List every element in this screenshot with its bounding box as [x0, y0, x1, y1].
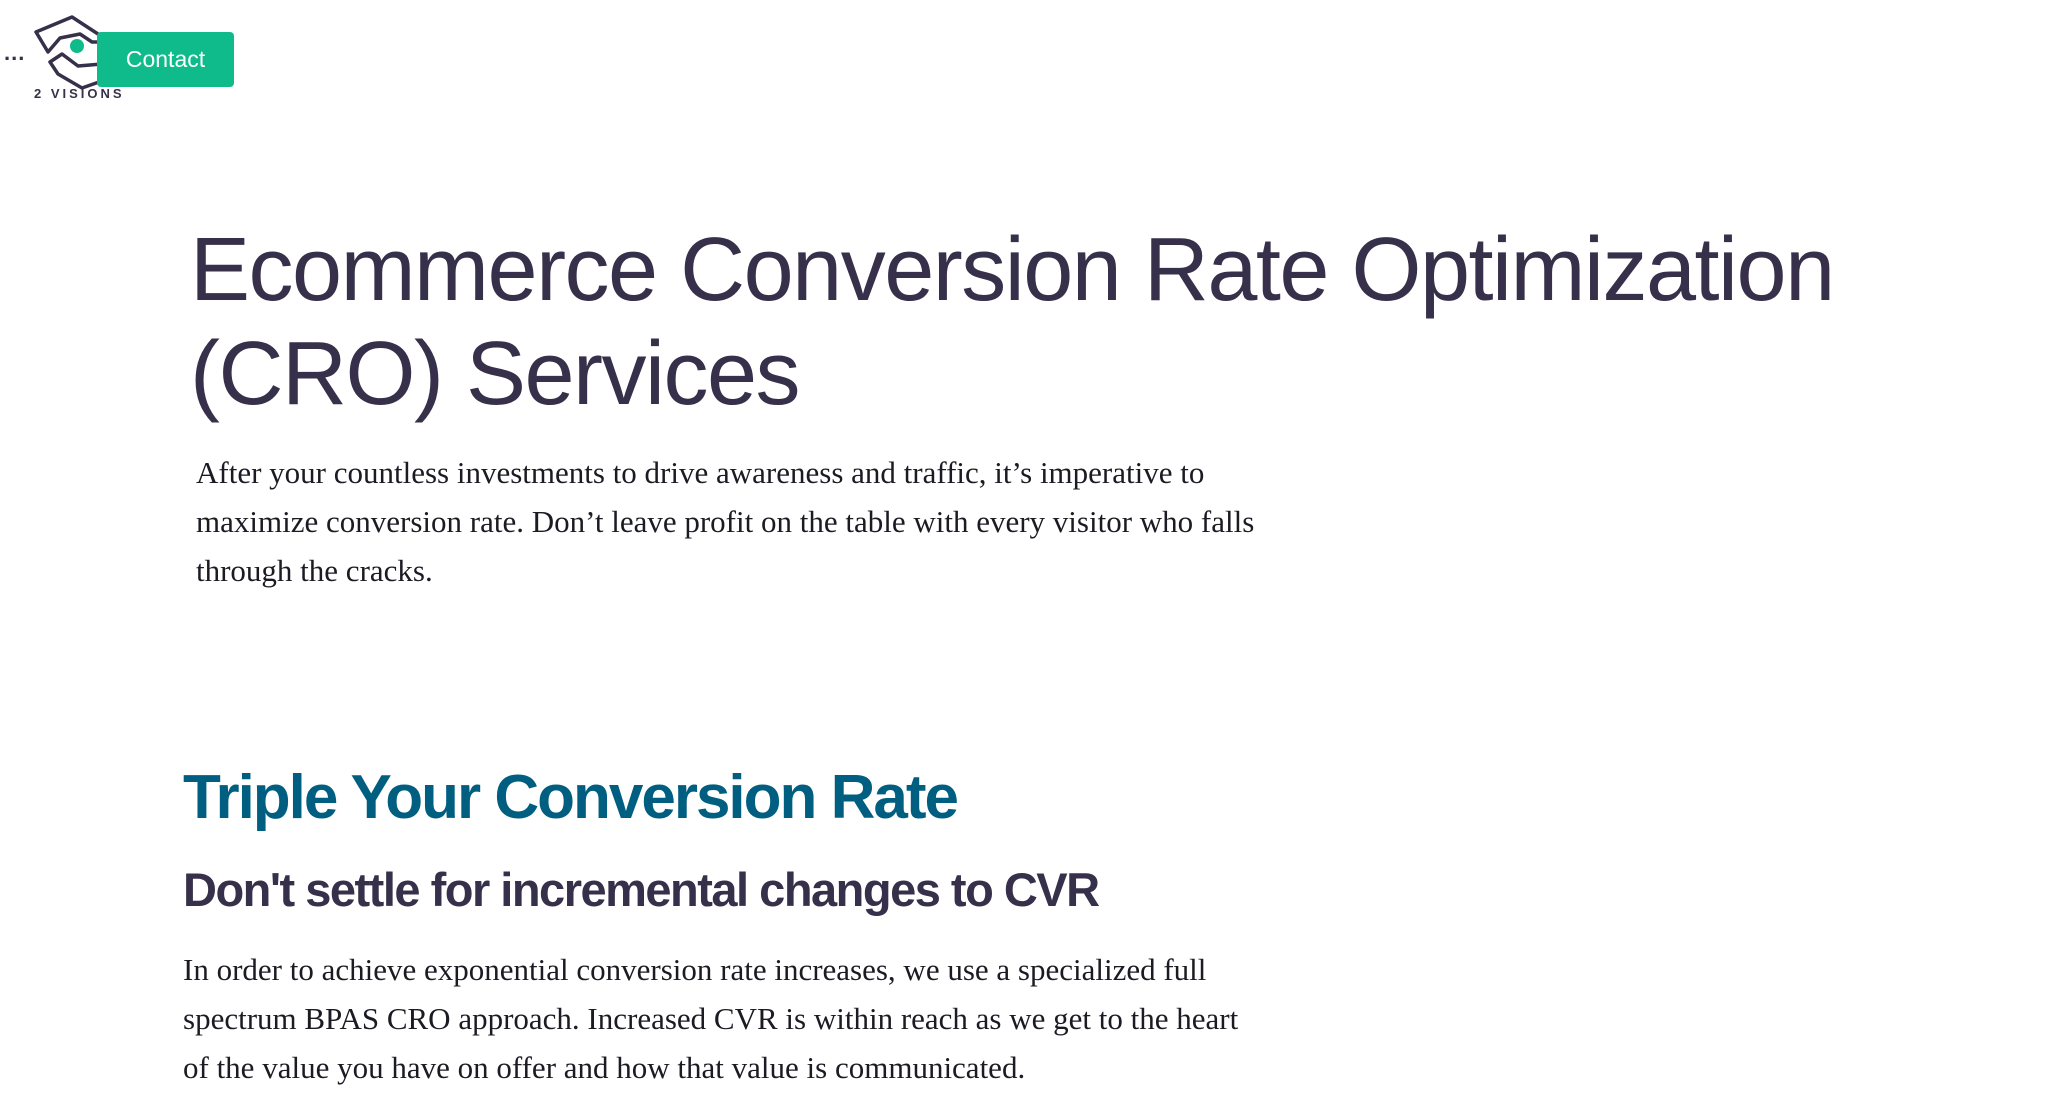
section-subheading: Don't settle for incremental changes to … — [183, 863, 1100, 916]
page-title-line: (CRO) Services — [190, 324, 801, 424]
logo-text: 2 VISIONS — [34, 86, 125, 101]
section-line: In order to achieve exponential conversi… — [183, 952, 1207, 987]
intro-line: maximize conversion rate. Don’t leave pr… — [196, 504, 1255, 539]
page-title-line: Ecommerce Conversion Rate Optimization — [190, 220, 1835, 320]
intro-paragraph: After your countless investments to driv… — [196, 448, 1254, 595]
section-line: spectrum BPAS CRO approach. Increased CV… — [183, 1001, 1239, 1036]
intro-line: After your countless investments to driv… — [196, 455, 1205, 490]
contact-button[interactable]: Contact — [97, 32, 234, 87]
section-paragraph: In order to achieve exponential conversi… — [183, 945, 1238, 1092]
section-line: of the value you have on offer and how t… — [183, 1050, 1026, 1085]
page-title: Ecommerce Conversion Rate Optimization (… — [190, 218, 1835, 426]
section-heading: Triple Your Conversion Rate — [183, 763, 959, 832]
intro-line: through the cracks. — [196, 553, 433, 588]
menu-button[interactable]: ... — [4, 40, 26, 65]
